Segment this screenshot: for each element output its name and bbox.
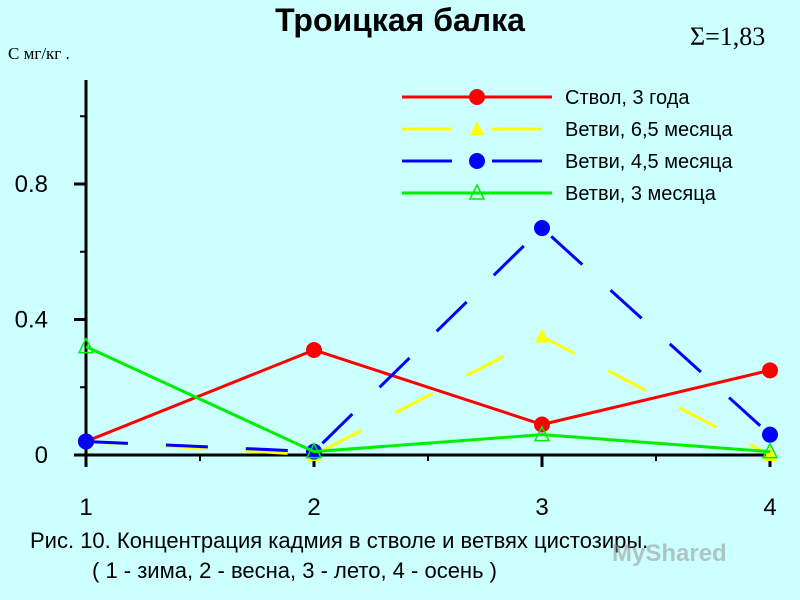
legend-label-4: Ветви, 3 месяца xyxy=(565,183,717,205)
series-3-point xyxy=(534,220,550,237)
legend-marker-4 xyxy=(468,183,486,200)
y-tick-label: 0.8 xyxy=(15,171,48,198)
series-4-point xyxy=(761,441,779,459)
series-4-point xyxy=(305,441,323,459)
legend-marker-1 xyxy=(469,89,485,105)
series-3-point xyxy=(762,426,778,443)
legend-marker-2 xyxy=(470,121,484,135)
x-tick-label: 3 xyxy=(535,494,548,521)
y-tick-label: 0.4 xyxy=(15,307,48,334)
figure-caption-line2: ( 1 - зима, 2 - весна, 3 - лето, 4 - осе… xyxy=(92,558,497,583)
series-1-point xyxy=(762,362,778,379)
series-line-2 xyxy=(85,334,771,457)
x-tick-label: 1 xyxy=(79,494,92,521)
series-line-1 xyxy=(85,348,771,443)
series-4-point xyxy=(533,424,551,442)
legend-label-2: Ветви, 6,5 месяца xyxy=(565,119,733,141)
series-1-point xyxy=(534,416,550,433)
series-3-point xyxy=(78,433,94,450)
legend-label-3: Ветви, 4,5 месяца xyxy=(565,151,733,173)
series-line-3 xyxy=(85,226,772,454)
watermark: MyShared xyxy=(612,540,727,567)
x-tick-label: 4 xyxy=(763,494,776,521)
series-line-4 xyxy=(85,345,771,454)
figure-caption-line1: Рис. 10. Концентрация кадмия в стволе и … xyxy=(30,528,649,553)
x-tick-label: 2 xyxy=(307,494,320,521)
series-2-point xyxy=(535,328,549,343)
y-tick-label: 0 xyxy=(35,442,48,469)
legend-marker-3 xyxy=(469,153,485,169)
legend-label-1: Ствол, 3 года xyxy=(565,87,690,109)
sum-annotation: Σ=1,83 xyxy=(690,22,766,51)
y-axis-label: С мг/кг . xyxy=(8,44,70,63)
series-1-point xyxy=(306,341,322,358)
series-4-point xyxy=(77,336,95,354)
chart-title: Троицкая балка xyxy=(275,2,525,38)
